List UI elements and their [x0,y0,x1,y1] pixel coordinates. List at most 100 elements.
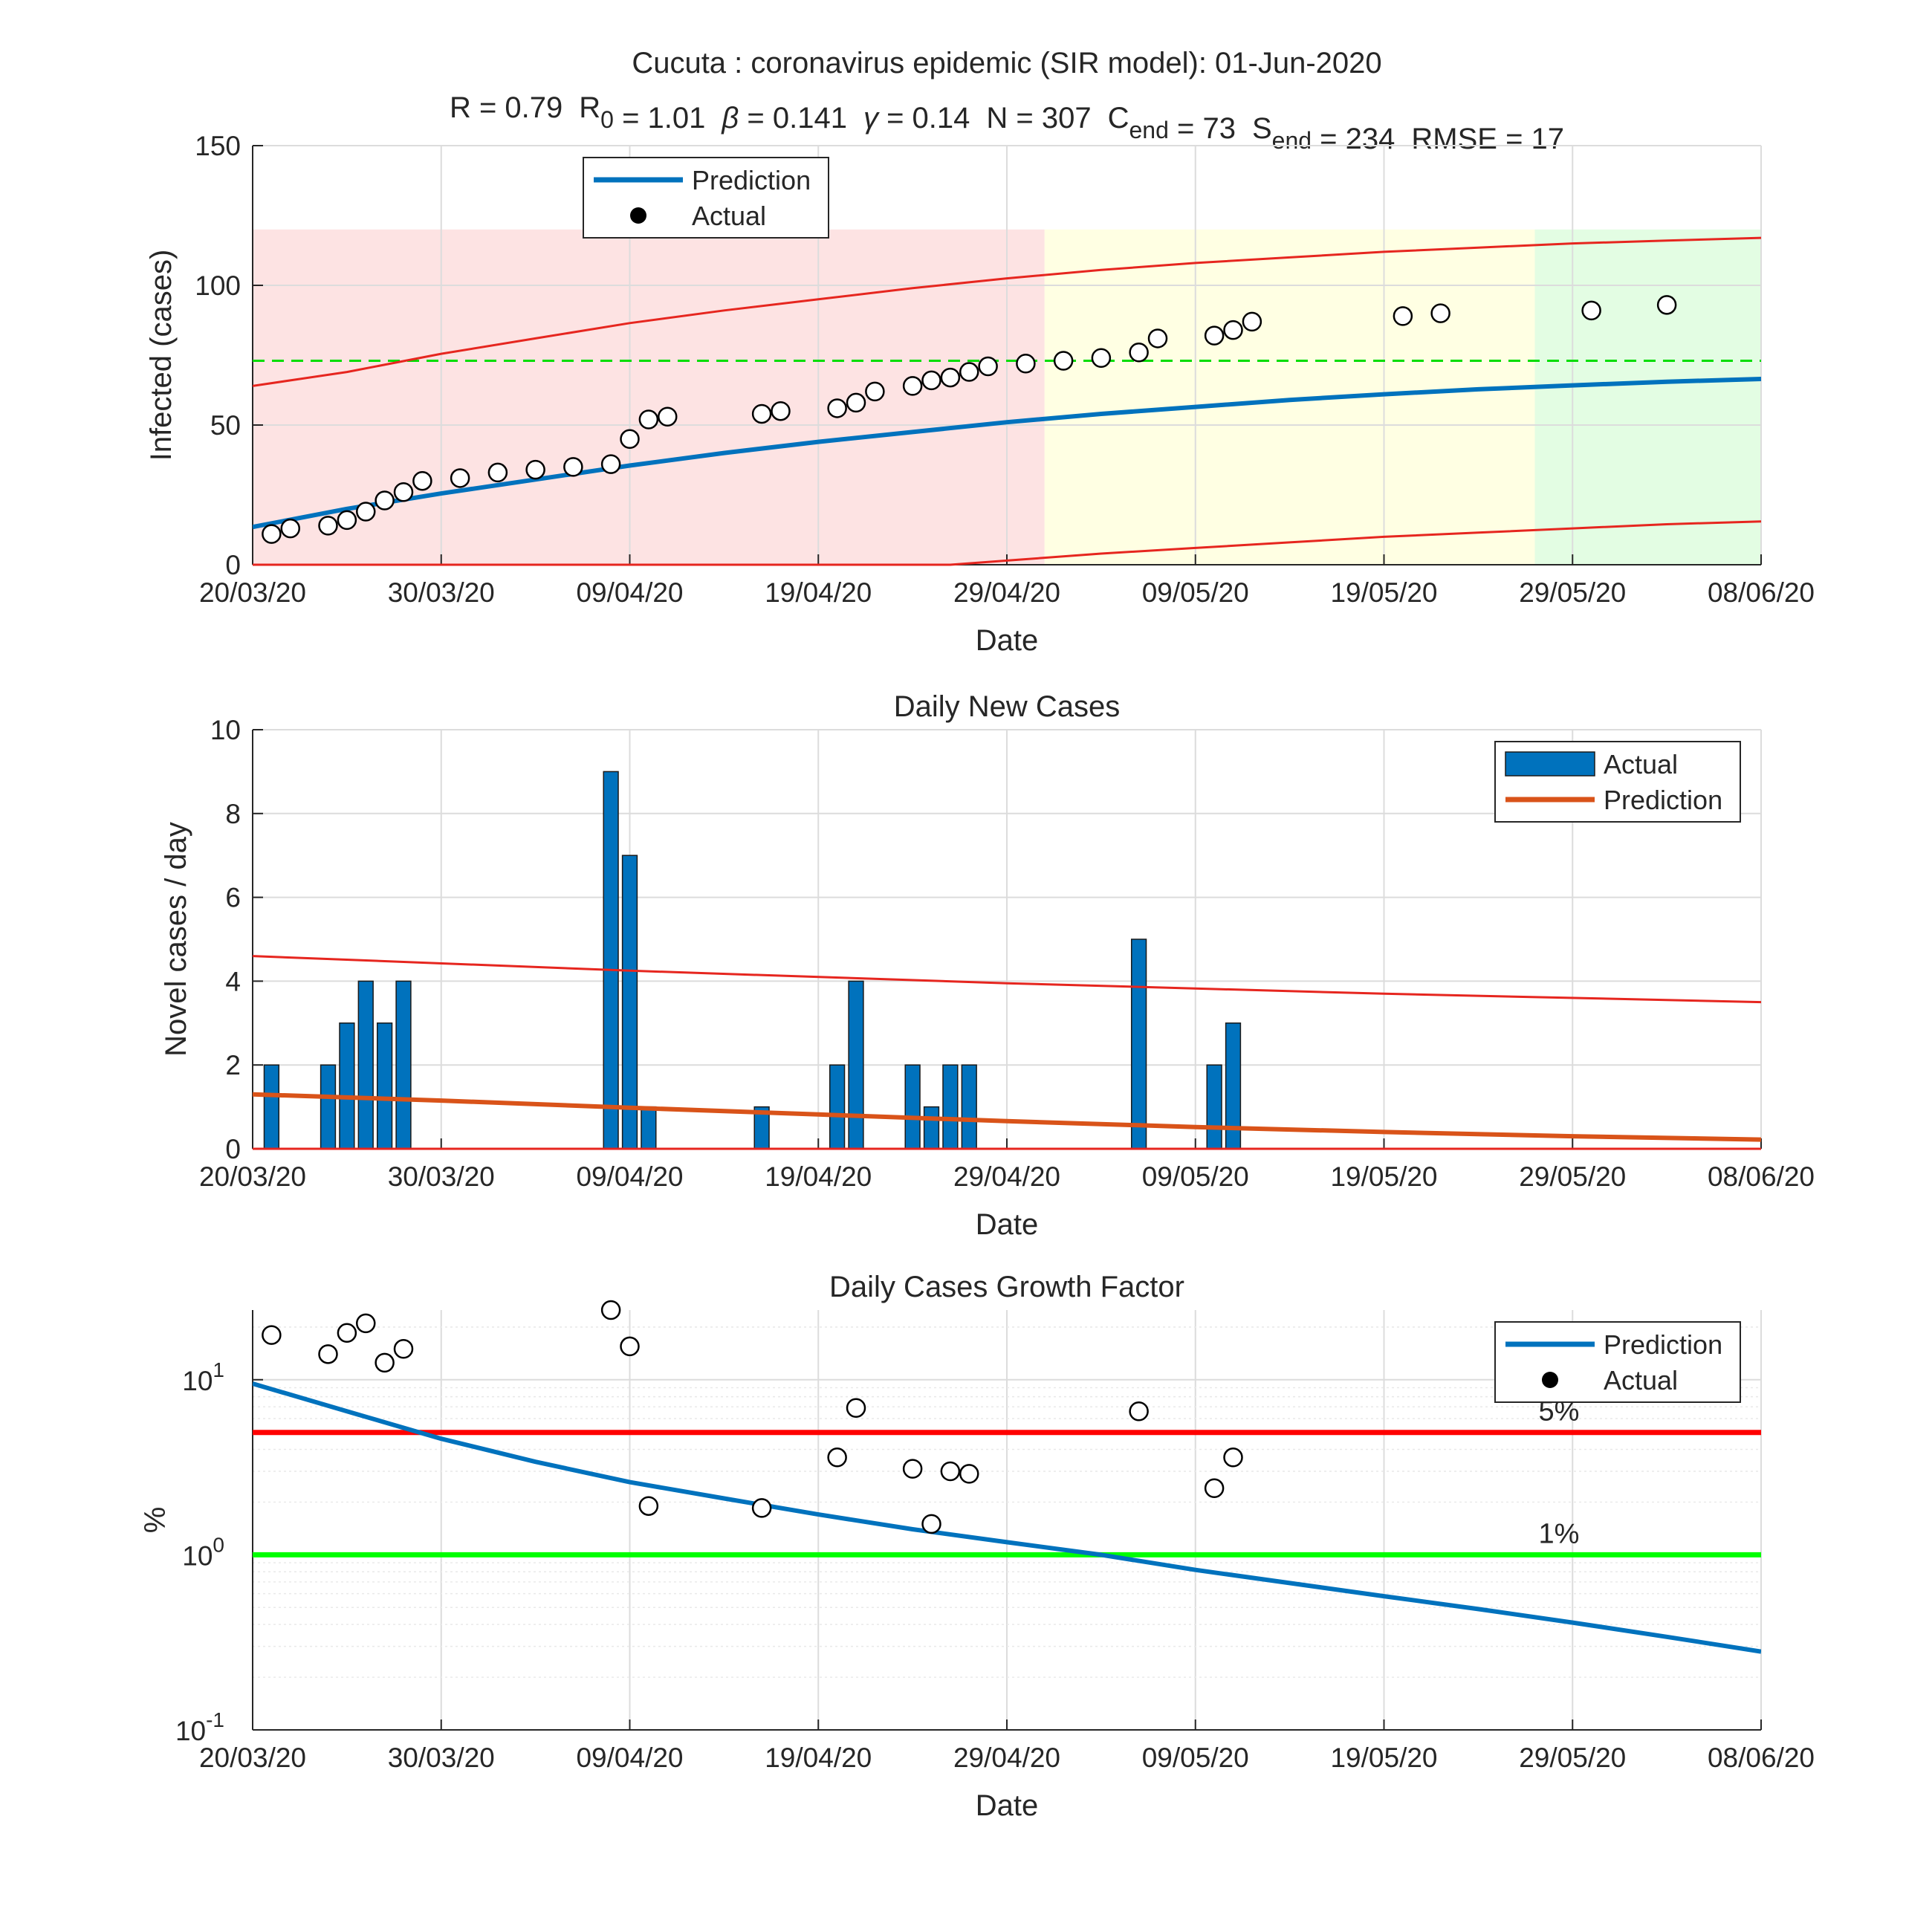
actual-marker [1204,325,1225,346]
model-stats-line: R = 0.79 R0 = 1.01 β = 0.141 γ = 0.14 N = 30… [450,91,1564,155]
stat-label: N [986,102,1008,134]
actual-marker [940,367,961,388]
bar [357,980,374,1150]
actual-marker [620,1336,640,1357]
actual-marker [921,1514,941,1534]
actual-marker [356,1313,376,1334]
x-tick-label: 08/06/20 [1708,1161,1815,1192]
actual-marker [356,502,376,522]
actual-marker [638,1496,659,1516]
x-tick-label: 19/04/20 [765,1743,872,1773]
actual-marker [318,1344,338,1364]
legend: Prediction Actual [1494,1321,1741,1403]
x-axis-label: Date [976,1208,1039,1241]
x-tick-label: 29/04/20 [953,1161,1060,1192]
x-tick-label: 09/04/20 [576,1161,683,1192]
stat-value: = 0.14 [878,102,970,134]
stat-label: C [1108,102,1129,134]
legend-box [1494,1321,1741,1403]
actual-marker [658,406,678,427]
legend-label: Prediction [1604,1329,1722,1360]
x-tick-label: 09/04/20 [576,577,683,608]
actual-marker [1053,351,1074,371]
actual-marker [1223,1448,1243,1468]
y-tick-base: 10 [175,1716,206,1746]
y-tick-label: 100 [182,1533,224,1571]
infected-chart: 20/03/20 30/03/20 09/04/20 19/04/20 29/04/20… [145,131,1815,657]
stat-value: = 1.01 [614,102,705,134]
actual-marker [525,459,545,480]
stat-value: = 0.79 [471,91,563,124]
x-tick-label: 19/05/20 [1330,1161,1437,1192]
y-tick-label: 8 [225,799,241,829]
x-tick-label: 19/05/20 [1330,577,1437,608]
stat-subscript: 0 [600,106,614,133]
bar [621,855,638,1150]
stat-subscript: end [1272,127,1312,154]
y-axis-label: Novel cases / day [160,822,192,1057]
actual-marker [450,468,470,488]
stat-label: γ [863,102,880,134]
actual-marker [846,392,866,413]
actual-marker [827,398,847,418]
growth-factor-chart: 20/03/20 30/03/20 09/04/20 19/04/20 29/04/20… [139,1271,1815,1822]
y-tick-label: 10 [210,715,241,745]
x-tick-label: 29/04/20 [953,577,1060,608]
actual-marker [921,370,941,391]
prediction-line [253,1381,1761,1654]
actual-marker [1223,320,1243,340]
x-tick-label: 08/06/20 [1708,1743,1815,1773]
y-tick-exponent: -1 [206,1708,224,1731]
stat-value: = 234 [1312,123,1395,155]
x-tick-label: 20/03/20 [199,1161,306,1192]
x-tick-label: 29/04/20 [953,1743,1060,1773]
x-tick-label: 20/03/20 [199,577,306,608]
legend-marker-swatch [630,207,646,224]
actual-marker [751,403,772,424]
x-tick-label: 29/05/20 [1519,1743,1626,1773]
stat-label: R [579,91,600,124]
actual-marker [600,1300,621,1320]
x-tick-label: 19/05/20 [1330,1743,1437,1773]
y-axis-label: % [139,1507,172,1534]
actual-marker [280,518,300,539]
actual-marker [393,1339,414,1359]
actual-marker [1016,354,1036,374]
legend-bar-swatch [1505,751,1595,777]
x-tick-label: 09/05/20 [1142,577,1249,608]
bar [961,1064,977,1150]
x-axis-label: Date [976,1789,1039,1822]
zone-yellow [1044,229,1535,565]
plot-content [253,1381,1761,1654]
bar [339,1022,355,1150]
y-tick-label: 0 [225,550,241,580]
x-tick-label: 29/05/20 [1519,1161,1626,1192]
actual-marker [771,401,791,421]
actual-marker [959,362,979,382]
panel-title: Daily New Cases [894,690,1121,723]
daily-new-cases-chart: 20/03/20 30/03/20 09/04/20 19/04/20 29/04/20… [160,690,1815,1241]
actual-marker [375,1352,395,1373]
actual-marker [1129,342,1149,363]
legend: Actual Prediction [1494,741,1741,823]
stat-label: S [1252,112,1272,145]
actual-marker [318,516,338,536]
actual-marker [751,1498,772,1518]
stat-label: β [721,102,739,134]
x-tick-label: 09/05/20 [1142,1743,1249,1773]
actual-marker [638,409,659,429]
actual-marker [978,356,998,377]
stat-subscript: end [1129,117,1169,143]
bar [376,1022,393,1150]
legend-marker-swatch [1542,1372,1558,1388]
x-tick-label: 09/05/20 [1142,1161,1249,1192]
y-tick-label: 2 [225,1050,241,1080]
y-tick-exponent: 0 [213,1533,224,1556]
bar [848,980,864,1150]
bar [320,1064,337,1150]
actual-marker [1129,1401,1149,1422]
actual-marker [563,457,583,477]
legend-box [583,157,829,239]
stat-value: = 0.141 [739,102,847,134]
